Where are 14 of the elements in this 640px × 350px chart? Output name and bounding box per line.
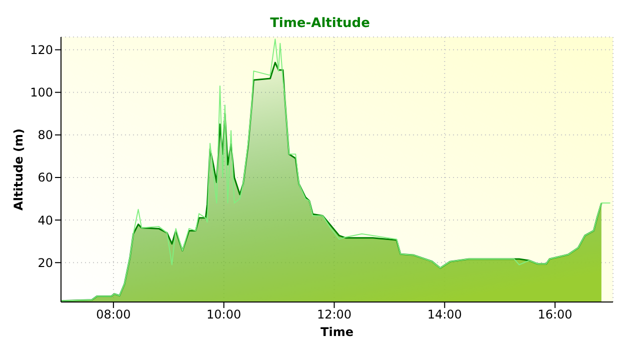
chart-title: Time-Altitude bbox=[269, 16, 371, 31]
y-tick-label: 100 bbox=[30, 86, 53, 100]
x-tick-label: 10:00 bbox=[206, 308, 242, 322]
x-tick-label: 12:00 bbox=[316, 308, 352, 322]
y-tick-label: 80 bbox=[38, 128, 53, 142]
x-tick-label: 16:00 bbox=[538, 308, 572, 322]
x-tick-label: 14:00 bbox=[427, 308, 462, 322]
y-tick-label: 40 bbox=[38, 213, 53, 228]
x-axis-title: Time bbox=[320, 325, 354, 339]
y-tick-label: 20 bbox=[38, 256, 53, 270]
y-tick-label: 60 bbox=[38, 170, 53, 185]
y-tick-label: 120 bbox=[30, 43, 53, 58]
y-axis-title: Altitude (m) bbox=[11, 128, 26, 210]
x-tick-label: 08:00 bbox=[96, 308, 131, 322]
